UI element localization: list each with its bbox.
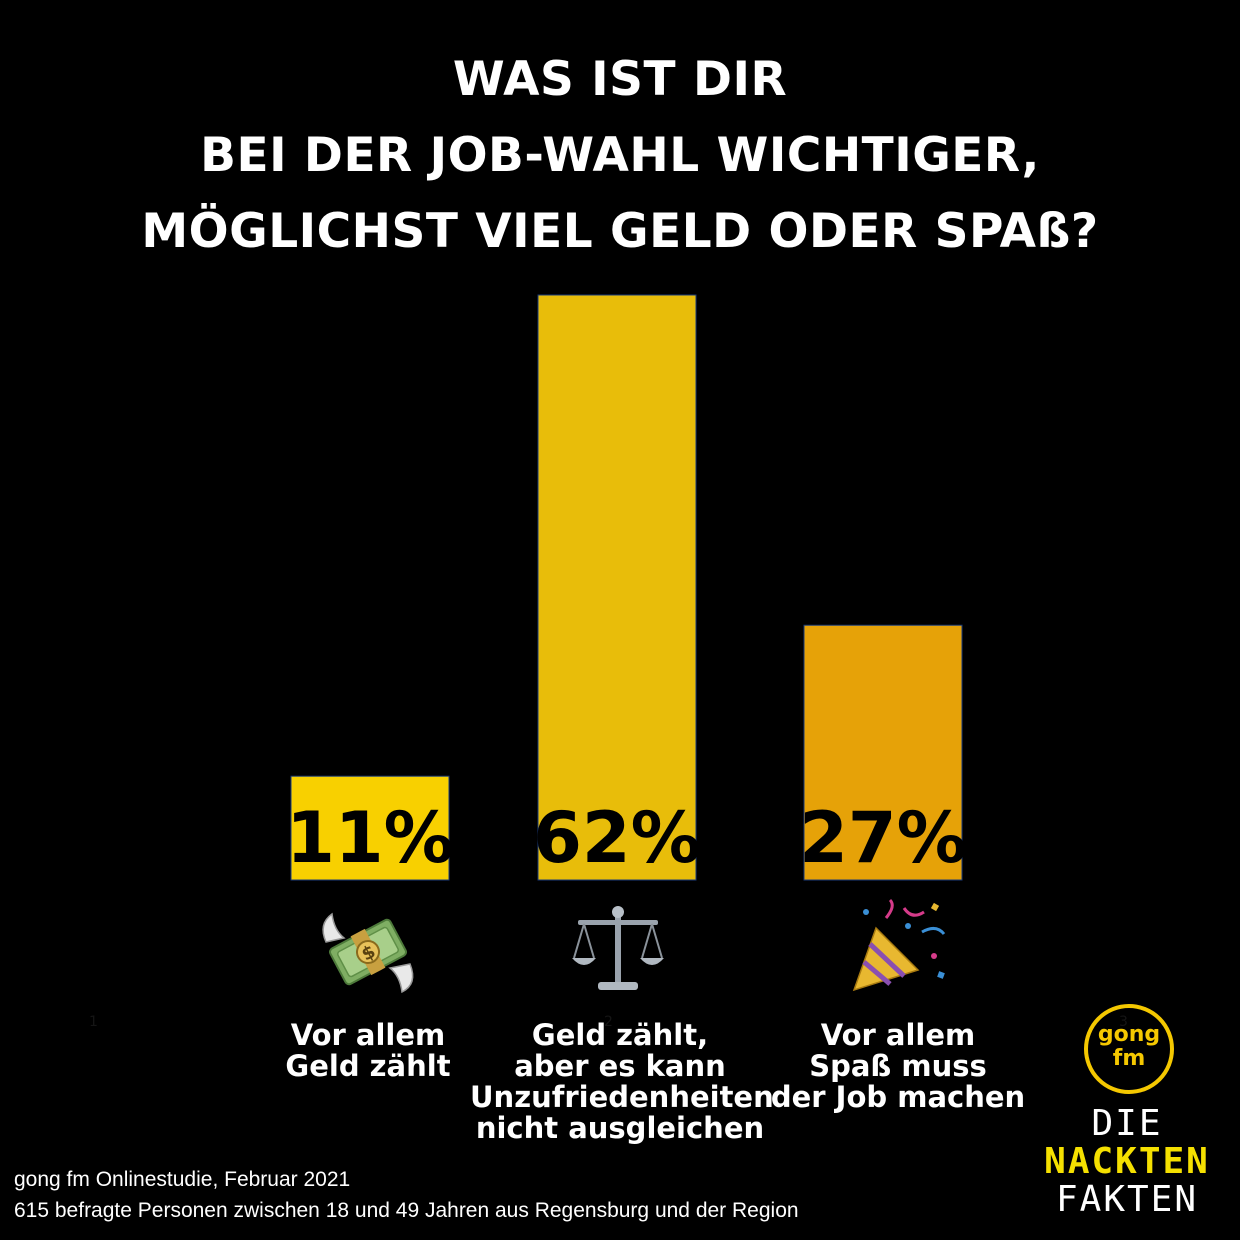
party-popper-icon — [852, 898, 946, 992]
bar-value-label-3: 27% — [799, 797, 967, 879]
brand-line-2: NACKTEN — [1044, 1141, 1210, 1182]
bar-value-label-1: 11% — [286, 797, 454, 879]
category-label-2-line-3: Unzufriedenheiten — [470, 1080, 774, 1114]
logo-line-2: fm — [1112, 1046, 1146, 1071]
brand-line-1: DIE — [1091, 1103, 1163, 1144]
category-label-1-line-2: Geld zählt — [285, 1049, 451, 1083]
category-label-2-line-2: aber es kann — [514, 1049, 726, 1083]
category-label-2-line-1: Geld zählt, — [531, 1018, 709, 1052]
category-label-1-line-1: Vor allem — [290, 1018, 446, 1052]
flying-money-icon: $ — [322, 912, 414, 994]
bar-3 — [803, 624, 963, 881]
footer-sample: 615 befragte Personen zwischen 18 und 49… — [14, 1199, 799, 1222]
title-line-3: MÖGLICHST VIEL GELD ODER SPAß? — [141, 204, 1099, 259]
tick-label-1: 1 — [89, 1014, 98, 1030]
tick-label-2: 2 — [604, 1014, 613, 1030]
category-label-2-line-4: nicht ausgleichen — [475, 1111, 765, 1145]
balance-scale-icon — [572, 906, 664, 990]
gong-fm-logo: gong fm — [1084, 1004, 1174, 1094]
category-label-1: Vor allem Geld zählt — [218, 1020, 518, 1082]
title-line-1: WAS IST DIR — [452, 52, 788, 107]
title-line-2: BEI DER JOB-WAHL WICHTIGER, — [200, 128, 1040, 183]
logo-line-1: gong — [1097, 1022, 1161, 1047]
category-label-3-line-2: Spaß muss — [809, 1049, 987, 1083]
brand-line-3: FAKTEN — [1055, 1179, 1199, 1220]
chart-title: WAS IST DIR BEI DER JOB-WAHL WICHTIGER, … — [0, 42, 1240, 270]
category-label-3-line-1: Vor allem — [820, 1018, 976, 1052]
category-label-3-line-3: der Job machen — [770, 1080, 1026, 1114]
category-label-2: Geld zählt, aber es kann Unzufriedenheit… — [470, 1018, 774, 1145]
gong-fm-logo-text: gong fm — [1088, 1023, 1170, 1071]
bar-1 — [290, 775, 450, 881]
footer-source: gong fm Onlinestudie, Februar 2021 — [14, 1168, 351, 1191]
category-label-3: Vor allem Spaß muss der Job machen — [748, 1020, 1048, 1113]
bar-2 — [537, 294, 697, 881]
bar-value-label-2: 62% — [533, 797, 701, 879]
